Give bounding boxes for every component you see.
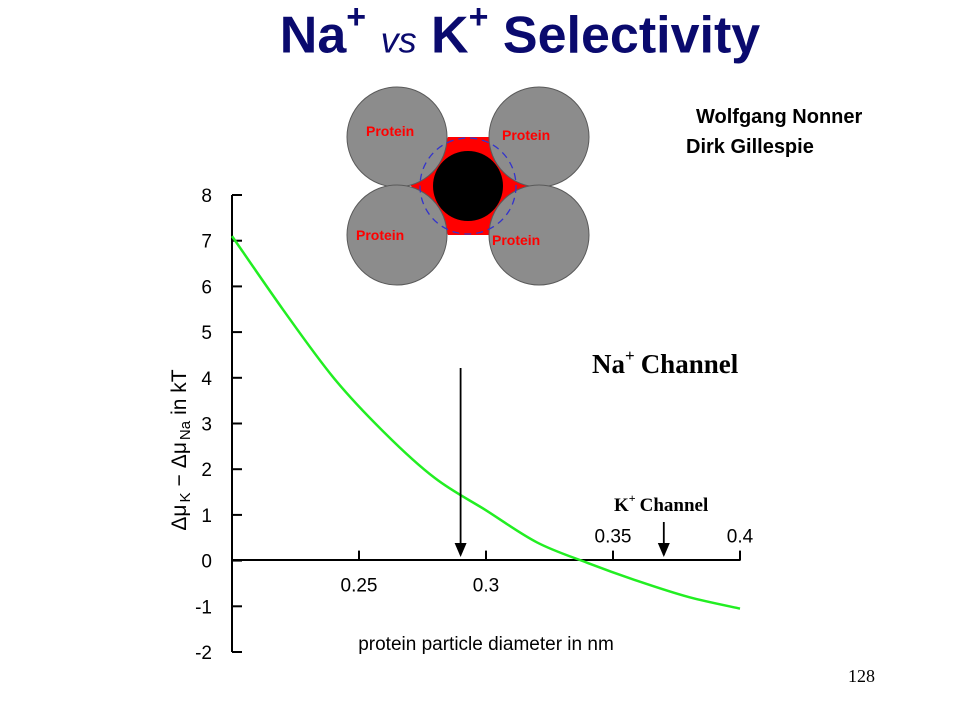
x-tick-label: 0.35 (595, 527, 632, 548)
y-tick-label: 1 (201, 506, 212, 527)
y-axis-label: ΔμK−ΔμNain kT (168, 369, 194, 530)
y-label-suffix: in kT (168, 369, 191, 415)
y-tick-label: -1 (195, 597, 212, 618)
na-channel-arrowhead (454, 543, 467, 557)
na-channel-plus: + (625, 346, 635, 365)
k-channel-label: K+ Channel (614, 491, 708, 516)
protein-label-bottom-right: Protein (492, 232, 540, 248)
k-channel-arrowhead (657, 543, 670, 557)
y-tick-label: 5 (201, 323, 212, 344)
protein-label-bottom-left: Protein (356, 227, 404, 243)
author-2: Dirk Gillespie (686, 136, 814, 158)
y-label-sub-k: K (177, 492, 194, 502)
y-tick-label: 7 (201, 232, 212, 253)
title-k: K (431, 6, 469, 65)
series-line (230, 235, 741, 610)
y-label-sub-na: Na (177, 420, 194, 440)
k-channel-annotation: K+ Channel (614, 491, 708, 557)
title-selectivity: Selectivity (502, 6, 761, 65)
x-tick-label: 0.3 (473, 576, 499, 597)
x-tick-label: 0.4 (727, 527, 754, 548)
title-k-plus: + (468, 0, 489, 36)
channel-diagram: Protein Protein Protein Protein (346, 86, 590, 286)
title-vs: vs (380, 19, 417, 61)
y-ticks: -2 -1 0 1 2 3 4 5 6 7 8 (195, 186, 242, 664)
x-tick-label: 0.25 (341, 576, 378, 597)
y-label-delta-mu-2: Δμ (168, 442, 191, 468)
na-channel-annotation: Na+ Channel (454, 346, 739, 557)
x-ticks: 0.25 0.3 0.35 0.4 (341, 527, 754, 597)
title-na-plus: + (346, 0, 367, 36)
page-number: 128 (848, 666, 875, 686)
na-channel-label: Na+ Channel (592, 346, 739, 379)
ion-sphere (433, 151, 503, 221)
y-tick-label: 8 (201, 186, 212, 207)
title-na: Na (279, 6, 347, 65)
na-channel-na: Na (592, 349, 625, 379)
y-label-minus: − (168, 474, 191, 486)
y-label-delta-mu-1: Δμ (168, 504, 191, 530)
pore-boundary-dashed-circle (419, 137, 517, 235)
y-tick-label: 2 (201, 460, 212, 481)
y-tick-label: 0 (201, 552, 212, 573)
protein-sphere-bottom-right (488, 184, 590, 286)
y-tick-label: 3 (201, 415, 212, 436)
protein-label-top-left: Protein (366, 123, 414, 139)
y-tick-label: 4 (201, 369, 212, 390)
author-1: Wolfgang Nonner (696, 106, 863, 128)
protein-label-top-right: Protein (502, 127, 550, 143)
k-channel-k: K (614, 495, 629, 516)
na-channel-suffix: Channel (641, 349, 739, 379)
slide-title: Na+ vs K+ Selectivity (0, 0, 960, 65)
k-channel-plus: + (629, 491, 636, 505)
y-tick-label: -2 (195, 643, 212, 664)
x-axis-label: protein particle diameter in nm (358, 634, 614, 655)
protein-sphere-bottom-left (346, 184, 448, 286)
y-tick-label: 6 (201, 277, 212, 298)
k-channel-suffix: Channel (640, 495, 709, 516)
